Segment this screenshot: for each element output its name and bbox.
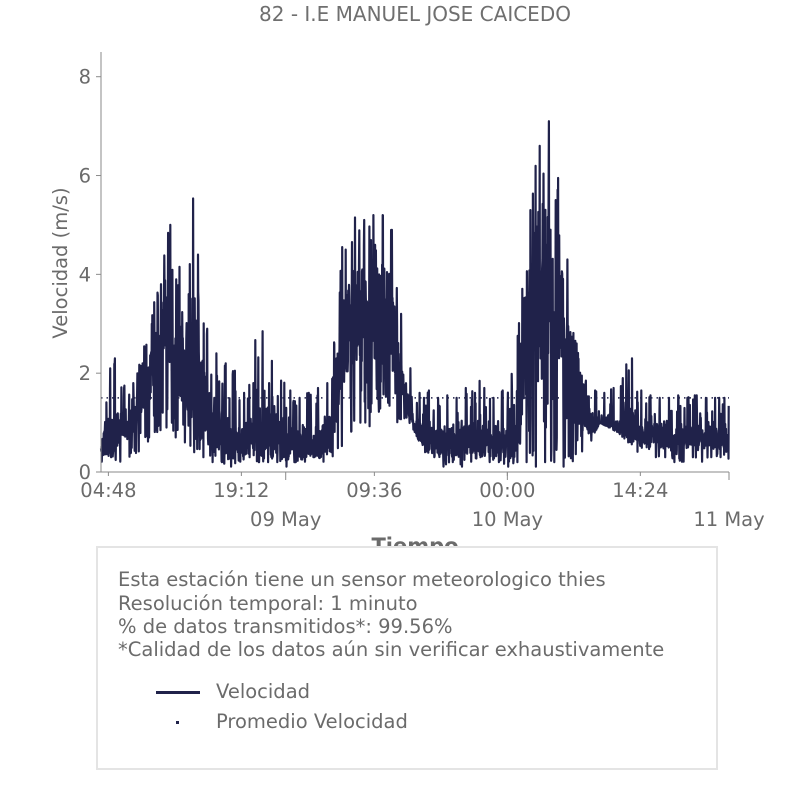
legend-dot-swatch: [176, 721, 179, 724]
data-quality-note: *Calidad de los datos aún sin verificar …: [118, 638, 665, 661]
x-tick-label: 04:48: [80, 479, 136, 502]
y-tick-label: 4: [79, 263, 91, 286]
legend-label: Promedio Velocidad: [216, 710, 408, 733]
x-tick-label: 09:36: [346, 479, 402, 502]
legend-label: Velocidad: [216, 680, 311, 703]
data-transmitted: % de datos transmitidos*: 99.56%: [118, 615, 453, 638]
x-date-label: 10 May: [472, 508, 543, 531]
legend-line-swatch: [156, 691, 200, 694]
info-legend-box: Esta estación tiene un sensor meteorolog…: [96, 546, 718, 770]
y-tick-label: 2: [79, 362, 91, 385]
y-axis-label: Velocidad (m/s): [49, 187, 72, 338]
chart-title: 82 - I.E MANUEL JOSE CAICEDO: [259, 2, 571, 26]
series-line-velocidad: [99, 120, 730, 468]
axes-group: 0 2 4 6 8 04:48 19:12 09:36 00:00 14:24 09 May 10 M…: [79, 52, 765, 531]
x-tick-label: 19:12: [213, 479, 269, 502]
temporal-resolution: Resolución temporal: 1 minuto: [118, 592, 418, 615]
y-tick-label: 6: [79, 165, 91, 188]
x-date-label: 11 May: [693, 508, 764, 531]
plot-series-group: [99, 120, 730, 468]
x-tick-label: 00:00: [479, 479, 535, 502]
y-tick-label: 8: [79, 66, 91, 89]
sensor-info: Esta estación tiene un sensor meteorolog…: [118, 568, 606, 591]
x-date-label: 09 May: [250, 508, 321, 531]
x-tick-label: 14:24: [612, 479, 668, 502]
wind-speed-chart: 0 2 4 6 8 04:48 19:12 09:36 00:00 14:24 09 May 10 M…: [49, 52, 765, 558]
y-tick-label: 0: [79, 461, 91, 484]
